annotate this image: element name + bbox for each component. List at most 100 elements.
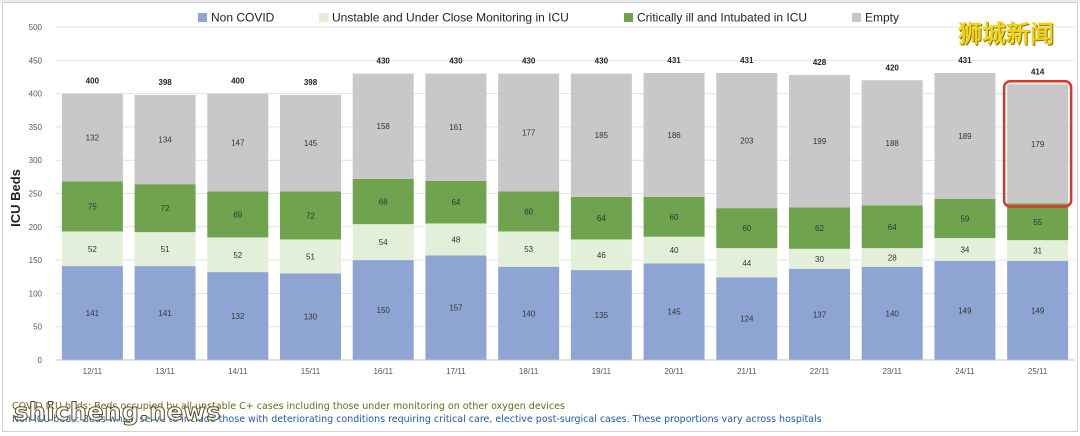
bar-segment — [61, 181, 123, 232]
y-tick-label: 200 — [29, 223, 43, 232]
total-label: 430 — [377, 57, 391, 66]
legend-label: Non COVID — [211, 11, 275, 25]
segment-value-label: 130 — [304, 313, 318, 322]
bar-segment — [280, 94, 341, 192]
segment-value-label: 186 — [667, 131, 681, 140]
y-tick-label: 100 — [29, 289, 43, 298]
bar-segment — [134, 266, 196, 360]
x-tick-label: 24/11 — [955, 367, 975, 376]
segment-value-label: 69 — [233, 210, 242, 219]
bar-segment — [861, 205, 923, 249]
x-tick-label: 16/11 — [373, 367, 393, 376]
bar-segment — [61, 231, 123, 267]
segment-value-label: 54 — [379, 238, 388, 247]
segment-value-label: 30 — [815, 255, 824, 264]
bar-segment — [570, 73, 632, 197]
legend-swatch — [852, 13, 861, 22]
bar-segment — [425, 255, 487, 360]
legend-label: Empty — [865, 11, 899, 25]
segment-value-label: 134 — [158, 136, 172, 145]
segment-value-label: 161 — [449, 123, 463, 132]
footnote-non-icu: Non ICU beds: Beds which serve to includ… — [12, 414, 822, 425]
total-label: 398 — [158, 78, 172, 87]
segment-value-label: 72 — [161, 204, 170, 213]
bar-segment — [570, 196, 632, 240]
bar-segment — [934, 238, 996, 261]
y-tick-label: 350 — [29, 123, 43, 132]
segment-value-label: 140 — [886, 309, 900, 318]
segment-value-label: 179 — [1031, 140, 1045, 149]
segment-value-label: 60 — [742, 224, 751, 233]
bar-segment — [643, 236, 705, 264]
segment-value-label: 64 — [597, 214, 606, 223]
segment-value-label: 52 — [88, 245, 97, 254]
footnote-covid-icu: COVID ICU beds: Beds occupied by all uns… — [12, 401, 565, 412]
bar-segment — [61, 93, 123, 182]
bar-segment — [716, 208, 778, 249]
bar-segment — [789, 74, 850, 208]
total-label: 428 — [813, 58, 827, 67]
bar-segment — [1007, 240, 1069, 261]
bar-segment — [570, 270, 632, 360]
bar-segment — [570, 239, 632, 271]
segment-value-label: 44 — [742, 259, 751, 268]
segment-value-label: 68 — [379, 197, 388, 206]
bar-segment — [789, 248, 850, 269]
total-label: 430 — [595, 57, 609, 66]
segment-value-label: 60 — [524, 207, 533, 216]
total-label: 431 — [740, 56, 754, 65]
segment-value-label: 188 — [886, 139, 900, 148]
bar-segment — [861, 266, 923, 360]
bar-segment — [425, 73, 487, 181]
bars — [61, 72, 1069, 360]
x-tick-label: 22/11 — [810, 367, 830, 376]
segment-value-label: 145 — [667, 308, 681, 317]
legend-label: Critically ill and Intubated in ICU — [637, 11, 807, 25]
bar-segment — [134, 232, 196, 267]
segment-value-label: 132 — [86, 134, 100, 143]
legend: Non COVID Unstable and Under Close Monito… — [198, 11, 899, 25]
x-tick-label: 13/11 — [155, 367, 175, 376]
segment-value-label: 72 — [306, 211, 315, 220]
total-label: 430 — [449, 57, 463, 66]
segment-value-label: 137 — [813, 310, 827, 319]
bar-segment — [934, 72, 996, 199]
segment-value-label: 141 — [158, 309, 172, 318]
segment-value-label: 46 — [597, 251, 606, 260]
segment-value-label: 60 — [670, 213, 679, 222]
bar-segment — [643, 263, 705, 360]
x-tick-label: 25/11 — [1028, 367, 1048, 376]
bar-segment — [716, 248, 778, 278]
bar-segment — [352, 260, 414, 360]
segment-value-label: 28 — [888, 253, 897, 262]
x-tick-label: 14/11 — [228, 367, 248, 376]
segment-value-label: 132 — [231, 312, 245, 321]
bar-segment — [934, 198, 996, 239]
bar-segment — [352, 73, 414, 179]
segment-value-label: 149 — [1031, 306, 1045, 315]
bar-segment — [1007, 84, 1069, 204]
bar-segment — [207, 272, 269, 360]
legend-swatch — [319, 13, 328, 22]
axes: 0 50 100 150 200 250 300 350 400 450 500 12/11 13/11… — [29, 23, 1074, 376]
bar-segment — [280, 273, 341, 360]
legend-label: Unstable and Under Close Monitoring in I… — [332, 11, 569, 25]
bar-segment — [280, 191, 341, 240]
data-labels: 141 52 75 132 400 141 51 72 134 398 132 52 69 147 400 1… — [86, 56, 1073, 324]
y-axis-label: ICU Beds — [8, 169, 23, 227]
segment-value-label: 189 — [958, 132, 972, 141]
bar-segment — [498, 73, 560, 192]
segment-value-label: 158 — [377, 122, 391, 131]
segment-value-label: 124 — [740, 315, 754, 324]
segment-value-label: 149 — [958, 306, 972, 315]
bar-segment — [134, 184, 196, 233]
y-tick-label: 0 — [38, 356, 43, 365]
segment-value-label: 140 — [522, 309, 536, 318]
bar-segment — [425, 180, 487, 224]
x-tick-label: 21/11 — [737, 367, 757, 376]
bar-segment — [934, 260, 996, 360]
x-tick-label: 15/11 — [301, 367, 321, 376]
x-tick-label: 18/11 — [519, 367, 539, 376]
